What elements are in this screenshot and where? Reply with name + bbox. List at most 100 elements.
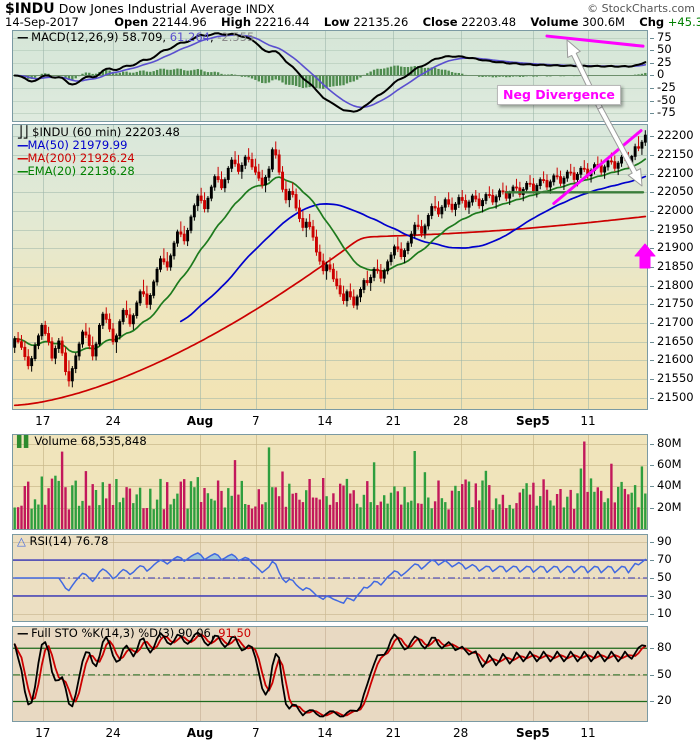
volume-bar xyxy=(532,482,535,529)
volume-bar xyxy=(176,493,179,529)
candlestick xyxy=(115,333,118,353)
candlestick xyxy=(569,163,573,176)
macd-legend: — MACD(12,26,9) 58.709, 61.264, -2.555 xyxy=(17,30,255,44)
volume-bar xyxy=(183,479,186,529)
candlestick xyxy=(165,252,169,271)
stochastic-tick-label: 50 xyxy=(657,666,672,681)
candlestick xyxy=(223,177,227,193)
candlestick xyxy=(13,336,17,353)
volume-bar xyxy=(203,488,206,529)
volume-bar xyxy=(220,490,223,529)
candlestick xyxy=(389,252,393,266)
candlestick xyxy=(33,342,37,362)
volume-tick-label: 80M xyxy=(657,435,682,450)
macd-tick-label: -50 xyxy=(657,92,676,107)
volume-bar xyxy=(464,479,467,529)
ma200-swatch: — xyxy=(17,151,28,165)
volume-bar xyxy=(169,504,172,529)
stochastic-d-value: 91.50 xyxy=(218,626,252,640)
candlestick xyxy=(325,261,329,280)
rsi-tick-label: 90 xyxy=(657,534,672,549)
macd-panel[interactable]: — MACD(12,26,9) 58.709, 61.264, -2.555 xyxy=(12,30,648,122)
price-panel[interactable]: ⎦⎦ $INDU (60 min) 22203.48 —MA(50) 21979… xyxy=(12,124,648,410)
candlestick xyxy=(118,319,122,340)
stochastic-tick-mark xyxy=(650,648,654,650)
volume-bar xyxy=(162,509,166,529)
candlestick xyxy=(301,210,305,232)
volume-panel[interactable]: ▌▌ Volume 68,535,848 xyxy=(12,434,648,530)
price-tick-label: 21750 xyxy=(657,296,694,311)
volume-bar xyxy=(308,479,311,529)
candlestick xyxy=(423,223,427,239)
volume-bar xyxy=(271,487,274,529)
x-axis-label: 24 xyxy=(105,414,121,428)
candlestick xyxy=(511,184,515,197)
candlestick xyxy=(145,285,149,309)
x-axis-label: 7 xyxy=(251,726,260,740)
volume-bar xyxy=(233,460,237,529)
volume-bar xyxy=(420,503,423,529)
price-tick-mark xyxy=(650,379,654,381)
volume-bar xyxy=(33,499,37,529)
volume-bar xyxy=(122,497,125,529)
price-tick-mark xyxy=(650,341,654,343)
volume-bar xyxy=(261,504,264,529)
candlestick xyxy=(281,166,284,193)
macd-value-1: 58.709 xyxy=(122,30,163,44)
candlestick xyxy=(616,160,620,176)
candlestick xyxy=(335,270,339,290)
volume-bar xyxy=(583,441,586,529)
rsi-y-axis: 90 70 50 30 10 xyxy=(650,534,698,622)
volume-bar xyxy=(111,505,115,529)
candlestick xyxy=(186,227,190,247)
candlestick xyxy=(338,278,342,297)
volume-bar xyxy=(60,451,64,529)
candlestick xyxy=(284,181,288,204)
volume-bar xyxy=(545,489,549,529)
candlestick xyxy=(447,192,451,208)
candlestick xyxy=(565,169,569,182)
volume-bar xyxy=(488,485,491,529)
candlestick xyxy=(545,174,549,191)
price-tick-mark xyxy=(650,210,654,212)
candlestick xyxy=(175,229,179,247)
macd-legend-name: MACD(12,26,9) xyxy=(31,30,119,44)
candlestick xyxy=(559,170,562,187)
volume-bar xyxy=(267,447,271,529)
x-axis-label: 17 xyxy=(35,726,51,740)
price-tick-label: 22000 xyxy=(657,202,694,217)
volume-bar xyxy=(115,479,118,529)
candlestick xyxy=(172,240,176,260)
volume-bar xyxy=(447,509,450,529)
candlestick xyxy=(579,166,583,179)
candlestick xyxy=(453,201,457,217)
x-axis-label: 17 xyxy=(35,414,51,428)
volume-bar xyxy=(155,499,159,529)
volume-bar xyxy=(444,502,447,529)
volume-bar xyxy=(579,468,583,529)
stochastic-tick-mark xyxy=(650,674,654,676)
open-value: 22144.96 xyxy=(151,15,207,29)
volume-bar xyxy=(301,502,305,529)
candlestick xyxy=(369,274,373,291)
volume-bar xyxy=(383,495,386,529)
candlestick xyxy=(535,183,539,198)
volume-bar xyxy=(125,487,128,529)
candlestick xyxy=(192,203,196,221)
volume-bar xyxy=(633,485,637,529)
volume-bar xyxy=(132,503,135,529)
macd-value-3: -2.555 xyxy=(217,30,255,44)
x-axis-label: 24 xyxy=(105,726,121,740)
stochastic-panel[interactable]: — Full STO %K(14,3) %D(3) 90.06, 91.50 xyxy=(12,626,648,722)
price-tick-mark xyxy=(650,267,654,268)
volume-bar xyxy=(277,496,281,529)
volume-bar xyxy=(555,494,559,529)
volume-bar xyxy=(210,498,213,529)
volume-bar xyxy=(342,485,345,529)
candlestick xyxy=(355,294,359,310)
candlestick xyxy=(199,187,203,204)
volume-bar xyxy=(549,500,552,529)
candlestick xyxy=(67,360,71,387)
macd-tick-label: 25 xyxy=(657,54,672,69)
rsi-panel[interactable]: △ RSI(14) 76.78 xyxy=(12,534,648,622)
